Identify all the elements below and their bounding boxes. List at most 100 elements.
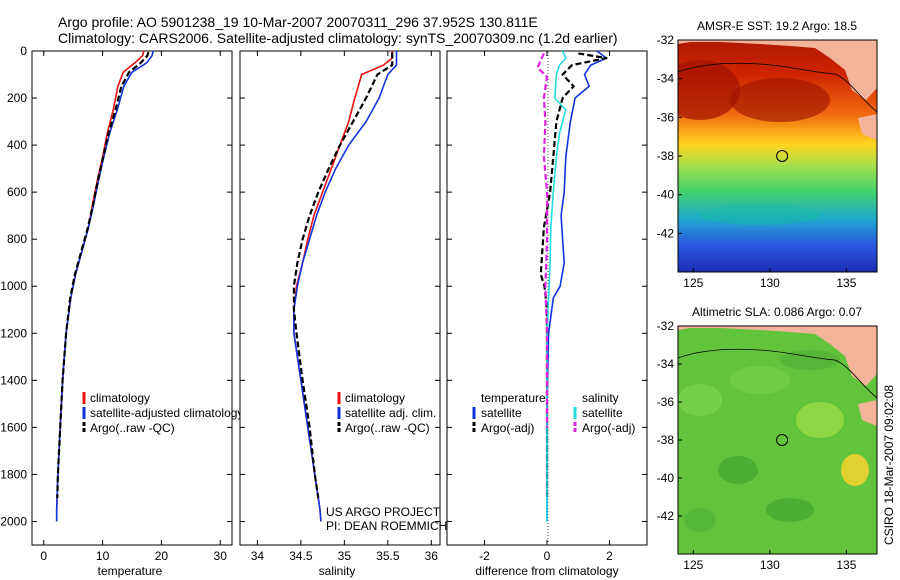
sla-map-field <box>678 326 877 554</box>
salinity-annotation-pi: PI: DEAN ROEMMICH <box>326 519 447 533</box>
difference-x-tick-label: 2 <box>606 549 613 563</box>
depth-tick-label: 2000 <box>0 514 27 528</box>
difference-legend-sal-argo: Argo(-adj) <box>582 421 635 435</box>
salinity-x-tick-label: 34 <box>251 549 265 563</box>
temperature-x-tick-label: 0 <box>40 549 47 563</box>
sla-x-tick-label: 130 <box>760 558 780 572</box>
sst-y-tick-label: -42 <box>657 226 675 240</box>
sst-x-tick-label: 130 <box>760 276 780 290</box>
salinity-series-lines <box>292 51 398 522</box>
footer-credit: CSIRO 18-Mar-2007 09:02:08 <box>882 385 896 545</box>
depth-tick-label: 600 <box>7 185 27 199</box>
sst-profile-location-marker <box>776 150 789 162</box>
sst-y-tick-label: -38 <box>657 149 675 163</box>
sla-land-coast <box>678 326 877 386</box>
sla-low-patch-4 <box>780 350 840 370</box>
sst-cool-band <box>700 205 820 225</box>
depth-tick-label: 200 <box>7 91 27 105</box>
sst-y-tick-label: -36 <box>657 110 675 124</box>
sla-low-patch-3 <box>684 508 716 532</box>
difference-legend-salinity-title: salinity <box>582 391 619 405</box>
salinity-x-axis: 34 34.5 35 35.5 36 <box>240 50 440 563</box>
sla-y-tick-label: -36 <box>657 395 675 409</box>
temperature-panel: 0 200 400 600 800 1000 1200 1400 1600 1800 2000 0 1… <box>0 44 243 578</box>
sla-patch-3 <box>796 402 844 438</box>
sla-land-island <box>858 400 877 426</box>
sla-depth-contour <box>678 348 877 399</box>
temperature-series-lines <box>55 50 154 522</box>
temperature-axes-frame <box>31 50 233 546</box>
temperature-x-axis: 0 10 20 30 <box>40 51 227 563</box>
salinity-legend-climatology: climatology <box>345 391 405 405</box>
temperature-x-label: temperature <box>98 564 163 578</box>
difference-legend: temperature satellite Argo(-adj) salinit… <box>472 391 635 435</box>
sst-map-title: AMSR-E SST: 19.2 Argo: 18.5 <box>697 19 857 33</box>
salinity-series-argo-raw-qc <box>292 52 394 499</box>
difference-x-tick-label: 0 <box>544 549 551 563</box>
difference-series-temperature-satellite <box>546 50 608 522</box>
sst-map-x-axis: 125 130 135 <box>683 268 857 290</box>
temperature-legend-satellite: satellite-adjusted climatology <box>90 406 243 420</box>
sla-profile-location-marker <box>776 434 789 446</box>
salinity-legend: climatology satellite adj. clim. Argo(..… <box>337 391 436 435</box>
temperature-y-axis: 0 200 400 600 800 1000 1200 1400 1600 1800 2000 <box>0 44 232 528</box>
sla-y-tick-label: -40 <box>657 471 675 485</box>
salinity-annotation-project: US ARGO PROJECT <box>326 505 441 519</box>
sst-land-island <box>858 114 877 140</box>
sst-map-field <box>678 40 877 272</box>
salinity-x-tick-label: 34.5 <box>289 549 313 563</box>
difference-series-lines <box>536 50 608 522</box>
sla-patch-1 <box>678 384 722 416</box>
depth-tick-label: 0 <box>20 44 27 58</box>
salinity-axes-frame <box>239 50 441 546</box>
depth-tick-label: 400 <box>7 138 27 152</box>
salinity-legend-argo: Argo(..raw -QC) <box>345 421 430 435</box>
salinity-legend-satellite: satellite adj. clim. <box>345 406 436 420</box>
sla-map-y-axis: -32 -34 -36 -38 -40 -42 <box>657 319 682 523</box>
temperature-legend-argo: Argo(..raw -QC) <box>90 421 175 435</box>
sla-map-panel: Altimetric SLA: 0.086 Argo: 0.07 -32-34-… <box>657 305 878 572</box>
temperature-series-satellite-adjusted-climatology <box>55 50 154 522</box>
depth-tick-label: 800 <box>7 232 27 246</box>
difference-legend-temp-satellite: satellite <box>481 406 522 420</box>
sst-y-tick-label: -34 <box>657 72 675 86</box>
difference-legend-temperature-title: temperature <box>481 391 546 405</box>
sst-y-tick-label: -32 <box>657 33 675 47</box>
depth-tick-label: 1800 <box>0 467 27 481</box>
difference-legend-sal-satellite: satellite <box>582 406 623 420</box>
salinity-x-tick-label: 35.5 <box>376 549 400 563</box>
difference-x-label: difference from climatology <box>475 564 618 578</box>
sla-low-patch-1 <box>718 456 758 484</box>
sst-land-coast <box>678 40 877 100</box>
sst-map-panel: AMSR-E SST: 19.2 Argo: 18.5 -32 -34 -36 -38… <box>657 19 878 290</box>
temperature-x-tick-label: 20 <box>155 549 169 563</box>
salinity-series-satellite-adj-clim <box>293 51 398 522</box>
salinity-panel: 34 34.5 35 35.5 36 salinity climatology sate… <box>239 50 447 578</box>
header-line-2: Climatology: CARS2006. Satellite-adjuste… <box>58 30 618 46</box>
temperature-legend-climatology: climatology <box>90 391 150 405</box>
sla-y-tick-label: -34 <box>657 357 675 371</box>
salinity-x-tick-label: 36 <box>425 549 439 563</box>
depth-tick-label: 1000 <box>0 279 27 293</box>
difference-series-salinity-argo-adj <box>536 52 549 428</box>
sst-x-tick-label: 135 <box>836 276 856 290</box>
depth-tick-label: 1600 <box>0 420 27 434</box>
difference-x-axis: -2 0 2 <box>447 50 647 563</box>
sla-y-tick-label: -32 <box>657 319 675 333</box>
salinity-x-label: salinity <box>319 564 356 578</box>
temperature-x-tick-label: 10 <box>96 549 110 563</box>
sst-depth-contour <box>678 62 877 113</box>
difference-legend-temp-argo: Argo(-adj) <box>481 421 534 435</box>
sst-x-tick-label: 125 <box>683 276 703 290</box>
temperature-series-argo-raw-qc <box>56 51 150 499</box>
sla-x-tick-label: 125 <box>683 558 703 572</box>
depth-tick-label: 1200 <box>0 326 27 340</box>
header-line-1: Argo profile: AO 5901238_19 10-Mar-2007 … <box>58 14 538 30</box>
sla-y-tick-label: -42 <box>657 509 675 523</box>
salinity-x-tick-label: 35 <box>338 549 352 563</box>
temperature-legend: climatology satellite-adjusted climatolo… <box>82 391 243 435</box>
sla-y-tick-label: -38 <box>657 433 675 447</box>
sla-low-patch-2 <box>766 498 814 522</box>
temperature-x-tick-label: 30 <box>214 549 228 563</box>
